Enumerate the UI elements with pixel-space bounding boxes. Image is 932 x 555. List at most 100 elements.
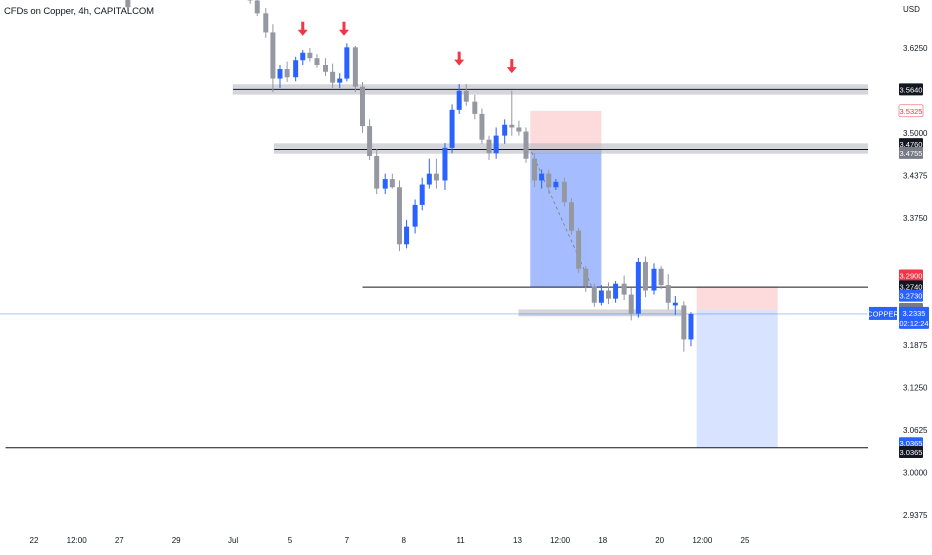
current-price-label: 3.2335 (903, 309, 926, 318)
candle-body (643, 262, 648, 291)
candle-body (360, 87, 365, 126)
support-zone (519, 310, 681, 316)
time-tick-label: 12:00 (67, 536, 88, 545)
price-tick-label: 2.9375 (903, 511, 928, 520)
price-tick-label: 3.1875 (903, 341, 928, 350)
price-tick-label: 3.0000 (903, 469, 928, 478)
candle-body (390, 179, 395, 187)
price-tick-label: 3.1250 (903, 384, 928, 393)
candle-body (502, 125, 507, 136)
candle-body (374, 156, 379, 189)
time-tick-label: 11 (456, 536, 465, 545)
candle-body (450, 110, 455, 148)
candle-body (659, 269, 664, 285)
symbol-tag-label: COPPER (867, 309, 899, 318)
candle-body (397, 187, 402, 244)
price-tag-label: 3.5325 (900, 107, 923, 116)
candle-body (532, 159, 537, 181)
symbol-title[interactable]: CFDs on Copper, 4h, CAPITALCOM (4, 6, 154, 17)
position-target-zone (697, 310, 778, 448)
candle-body (420, 185, 425, 205)
candle-body (307, 53, 312, 58)
candle-body (457, 91, 462, 110)
candle-body (636, 262, 641, 314)
arrows-layer (298, 22, 517, 73)
candle-body (606, 291, 611, 299)
candle-body (278, 69, 283, 79)
red-down-arrow-icon (298, 22, 308, 36)
red-down-arrow-icon (454, 52, 464, 66)
time-tick-label: 27 (115, 536, 124, 545)
candle-body (413, 205, 418, 227)
candle-body (344, 47, 349, 78)
price-tick-label: 3.6250 (903, 44, 928, 53)
candle-body (263, 13, 268, 32)
candle-body (613, 284, 618, 299)
candle-body (562, 182, 567, 202)
price-tick-label: 3.0625 (903, 426, 928, 435)
candle-body (673, 303, 678, 306)
candle-body (553, 182, 558, 187)
candle-body (293, 60, 298, 77)
candle-body (337, 79, 342, 83)
candle-body (404, 227, 409, 245)
price-tag-label: 3.2900 (900, 272, 923, 281)
currency-label: USD (903, 5, 920, 14)
time-tick-label: 25 (741, 536, 750, 545)
candle-body (427, 174, 432, 185)
time-tick-label: 12:00 (692, 536, 713, 545)
candle-body (494, 136, 499, 154)
position-stop-zone (697, 286, 778, 309)
price-tag-label: 3.0365 (900, 448, 923, 457)
candle-body (599, 291, 604, 303)
candle-body (688, 314, 693, 339)
price-tag-label: 3.2730 (900, 292, 923, 301)
candle-body (323, 65, 328, 72)
candle-body (285, 69, 290, 77)
candle-body (666, 285, 671, 303)
candle-body (383, 179, 388, 189)
candle-body (314, 58, 319, 65)
time-tick-label: 18 (598, 536, 607, 545)
price-tick-label: 3.3750 (903, 214, 928, 223)
price-tag-label: 3.5640 (900, 85, 923, 94)
candle-body (270, 32, 275, 78)
position-target-zone (530, 150, 601, 288)
red-down-arrow-icon (339, 22, 349, 36)
candle-body (546, 174, 551, 188)
time-tick-label: 13 (513, 536, 522, 545)
candle-body (681, 305, 686, 339)
time-tick-label: 8 (401, 536, 406, 545)
time-tick-label: 20 (655, 536, 664, 545)
candles-layer (125, 0, 693, 352)
candle-body (622, 284, 627, 295)
candle-body (472, 102, 477, 114)
candle-body (524, 132, 529, 159)
time-axis-background (0, 528, 932, 550)
time-tick-label: 22 (30, 536, 39, 545)
time-tick-label: Jul (228, 536, 238, 545)
resistance-zone-lower (274, 144, 932, 154)
candle-body (487, 140, 492, 154)
candle-body (539, 174, 544, 181)
candle-body (434, 174, 439, 181)
time-tick-label: 12:00 (550, 536, 571, 545)
candle-body (516, 127, 521, 131)
candle-body (509, 125, 514, 128)
candle-body (353, 47, 358, 86)
candle-body (583, 269, 588, 287)
time-tick-label: 29 (172, 536, 181, 545)
price-tag-label: 3.4755 (900, 149, 923, 158)
candle-body (442, 148, 447, 181)
red-down-arrow-icon (507, 59, 517, 73)
candle-body (479, 114, 484, 140)
candle-body (569, 202, 574, 231)
candle-body (300, 53, 305, 60)
candle-body (592, 286, 597, 302)
candle-body (629, 295, 634, 314)
price-tick-label: 3.5000 (903, 129, 928, 138)
candle-body (464, 91, 469, 102)
